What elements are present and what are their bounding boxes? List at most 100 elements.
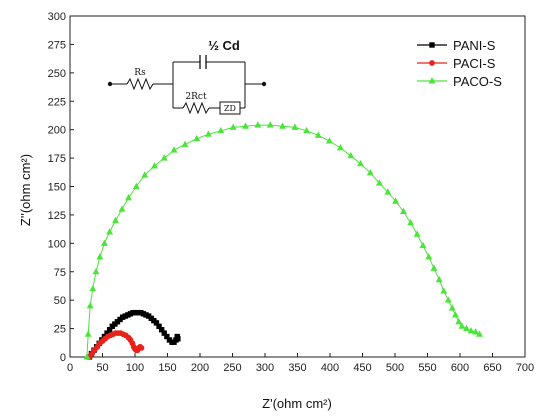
legend-label-paci-s: PACI-S — [453, 56, 496, 71]
circuit-terminal-right — [261, 81, 267, 87]
paco-s-point — [452, 311, 459, 318]
x-tick-label: 200 — [191, 362, 209, 374]
paco-s-point — [84, 330, 92, 337]
paco-s-point — [384, 188, 392, 195]
x-tick-label: 50 — [96, 362, 108, 374]
x-tick-label: 650 — [483, 362, 501, 374]
paco-s-point — [170, 146, 178, 153]
paco-s-point — [96, 253, 104, 260]
paco-s-point — [181, 140, 189, 147]
paco-s-point — [347, 151, 355, 159]
paco-s-point — [118, 205, 126, 212]
zd-label: ZD — [224, 104, 236, 113]
y-tick-label: 100 — [48, 238, 66, 250]
paco-s-point — [279, 122, 286, 129]
paco-s-point — [89, 284, 97, 292]
series-layer — [83, 121, 483, 360]
paco-s-point — [419, 241, 427, 249]
paco-s-point — [132, 182, 140, 189]
paco-s-point — [106, 228, 114, 235]
paco-s-point — [160, 154, 168, 161]
paco-s-point — [472, 328, 480, 335]
y-tick-label: 300 — [48, 11, 66, 23]
legend-pani-s-point — [429, 42, 435, 48]
paco-s-point — [303, 126, 311, 134]
paco-s-point — [448, 304, 456, 311]
paco-s-point — [357, 159, 364, 167]
x-tick-label: 300 — [256, 362, 274, 374]
x-tick-label: 700 — [516, 362, 534, 374]
paco-s-point — [92, 267, 100, 275]
y-tick-label: 225 — [48, 96, 66, 108]
paco-s-line — [86, 124, 480, 358]
rct-label: 2Rct — [185, 92, 207, 102]
paco-s-point — [467, 327, 475, 334]
x-tick-label: 500 — [386, 362, 404, 374]
pani-s-point — [175, 336, 181, 342]
paco-s-point — [254, 121, 262, 128]
y-axis: 0 25 50 75 100 125 150 175 200 225 250 275 300 — [48, 11, 74, 364]
legend-paci-s-point — [429, 60, 435, 66]
legend-label-paco-s: PACO-S — [453, 74, 502, 89]
y-tick-label: 75 — [54, 267, 66, 279]
y-tick-label: 25 — [54, 324, 66, 336]
equivalent-circuit: Rs ½ Cd 2Rct ZD — [107, 38, 267, 115]
paco-s-point — [430, 264, 438, 271]
paco-s-point — [266, 121, 274, 128]
y-axis-label: Z''(ohm cm²) — [18, 154, 33, 226]
paco-s-point — [101, 239, 108, 246]
y-tick-label: 0 — [60, 352, 66, 364]
y-tick-label: 50 — [54, 295, 66, 307]
x-tick-label: 0 — [67, 362, 73, 374]
paco-s-point — [151, 162, 158, 169]
series-pani-s — [86, 309, 181, 360]
paco-s-point — [463, 324, 470, 332]
x-axis-label: Z'(ohm cm²) — [262, 396, 332, 411]
paco-s-point — [458, 322, 466, 329]
legend: PANI-S PACI-S PACO-S — [417, 38, 502, 89]
legend-paco-s-point — [428, 77, 436, 84]
paco-s-point — [314, 131, 322, 138]
paco-s-point — [205, 130, 212, 137]
x-axis: 0 50 100 150 200 250 300 350 400 450 500 550 600 650 7… — [67, 353, 534, 374]
y-tick-label: 125 — [48, 210, 66, 222]
rct-resistor — [182, 101, 210, 115]
x-tick-label: 550 — [418, 362, 436, 374]
paco-s-point — [291, 123, 299, 130]
y-tick-label: 250 — [48, 68, 66, 80]
paco-s-point — [217, 126, 225, 134]
paco-s-point — [86, 302, 94, 309]
paco-s-point — [455, 317, 463, 325]
x-tick-label: 100 — [126, 362, 144, 374]
paco-s-point — [141, 171, 149, 178]
paco-s-point — [413, 230, 421, 237]
paco-s-point — [112, 216, 119, 224]
paco-s-point — [476, 330, 483, 337]
x-tick-label: 250 — [223, 362, 241, 374]
paco-s-point — [242, 122, 249, 129]
x-tick-label: 350 — [288, 362, 306, 374]
rs-resistor — [126, 77, 154, 91]
paco-s-point — [444, 296, 452, 303]
y-tick-label: 200 — [48, 125, 66, 137]
paco-s-point — [440, 287, 448, 294]
paco-s-point — [435, 275, 443, 283]
paco-s-point — [392, 197, 400, 204]
series-paci-s — [86, 330, 145, 360]
rs-label: Rs — [134, 68, 146, 78]
paco-s-point — [229, 123, 237, 130]
x-tick-label: 450 — [353, 362, 371, 374]
y-tick-label: 150 — [48, 182, 66, 194]
paco-s-point — [400, 207, 407, 215]
x-tick-label: 600 — [451, 362, 469, 374]
x-tick-label: 150 — [158, 362, 176, 374]
paci-s-point — [138, 345, 145, 351]
paco-s-point — [425, 253, 433, 260]
series-paco-s — [83, 121, 483, 360]
paco-s-point — [375, 179, 383, 186]
paco-s-point — [125, 194, 132, 201]
paco-s-point — [407, 219, 415, 226]
paco-s-point — [366, 169, 374, 176]
x-tick-label: 400 — [321, 362, 339, 374]
